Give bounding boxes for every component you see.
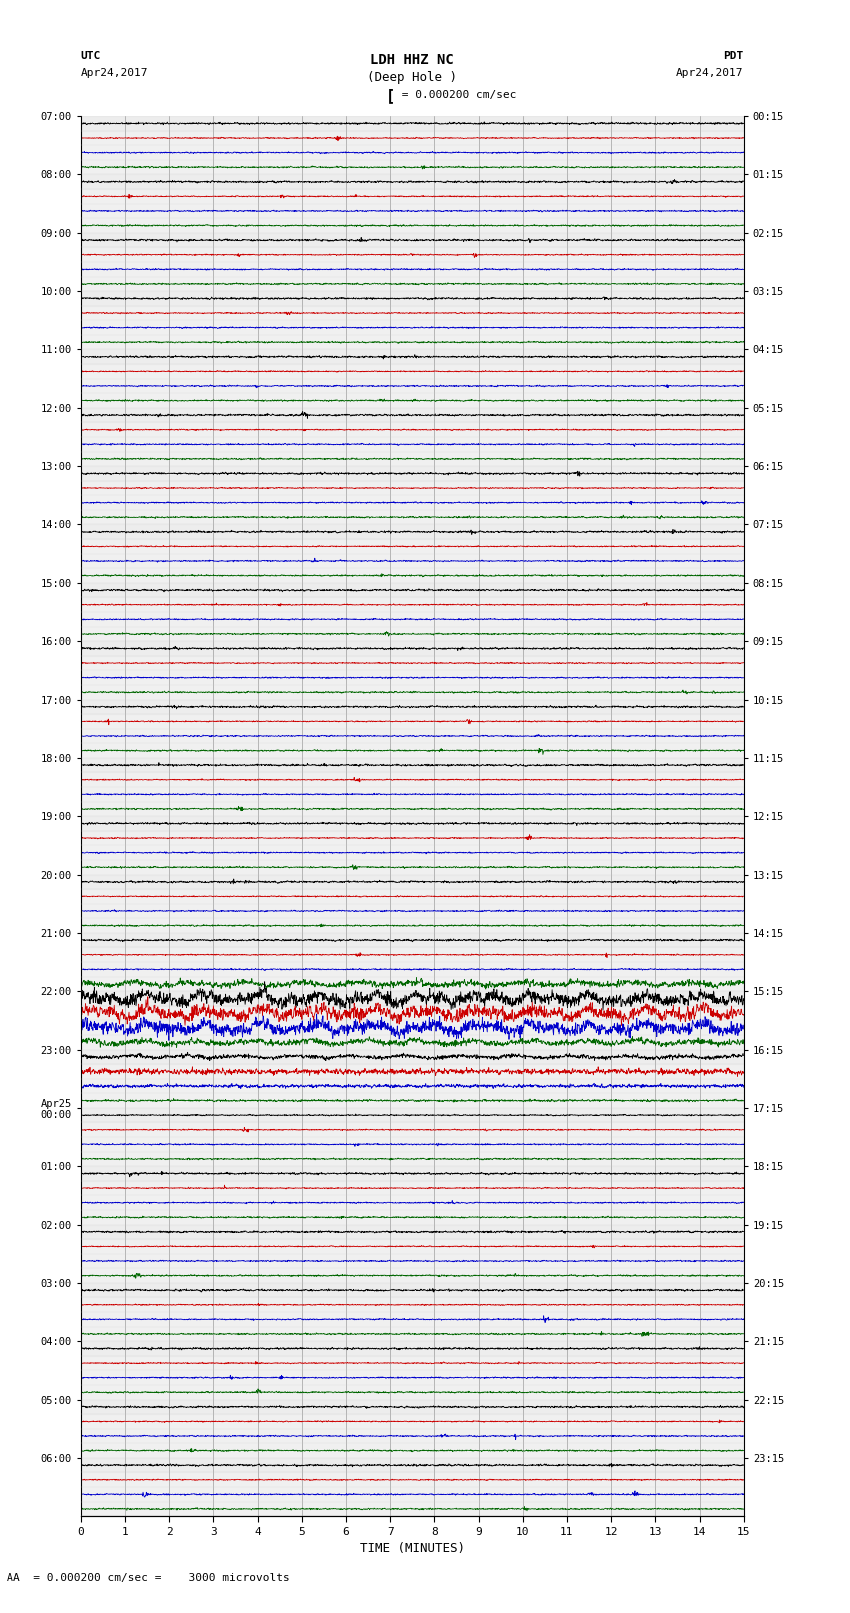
Bar <box>81 1108 744 1123</box>
Text: = 0.000200 cm/sec: = 0.000200 cm/sec <box>395 90 517 100</box>
Bar <box>81 290 744 306</box>
Bar <box>81 1400 744 1415</box>
Text: A  = 0.000200 cm/sec =    3000 microvolts: A = 0.000200 cm/sec = 3000 microvolts <box>13 1573 290 1582</box>
Bar <box>81 816 744 831</box>
Bar <box>81 700 744 715</box>
Text: Apr24,2017: Apr24,2017 <box>81 68 148 77</box>
Bar <box>81 1050 744 1065</box>
Text: UTC: UTC <box>81 52 101 61</box>
Bar <box>81 116 744 131</box>
Text: Apr24,2017: Apr24,2017 <box>677 68 744 77</box>
Bar <box>81 408 744 423</box>
Bar <box>81 232 744 247</box>
Bar <box>81 1282 744 1297</box>
Bar <box>81 1458 744 1473</box>
Bar <box>81 758 744 773</box>
Text: LDH HHZ NC: LDH HHZ NC <box>371 53 454 66</box>
Bar <box>81 932 744 947</box>
Text: PDT: PDT <box>723 52 744 61</box>
Bar <box>81 874 744 889</box>
Text: A: A <box>7 1573 13 1582</box>
Bar <box>81 640 744 656</box>
Bar <box>81 990 744 1007</box>
Bar <box>81 466 744 481</box>
Bar <box>81 1224 744 1239</box>
Bar <box>81 174 744 189</box>
Bar <box>81 582 744 597</box>
Text: [: [ <box>386 87 395 103</box>
X-axis label: TIME (MINUTES): TIME (MINUTES) <box>360 1542 465 1555</box>
Bar <box>81 1340 744 1357</box>
Bar <box>81 350 744 365</box>
Bar <box>81 1166 744 1181</box>
Bar <box>81 524 744 539</box>
Text: (Deep Hole ): (Deep Hole ) <box>367 71 457 84</box>
